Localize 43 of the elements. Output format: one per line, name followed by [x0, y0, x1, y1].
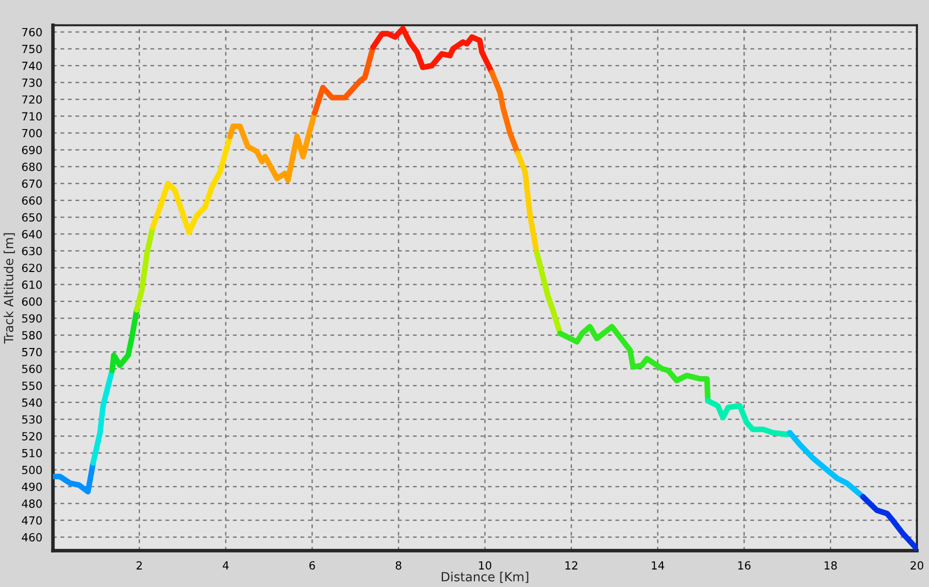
y-tick-label: 710: [22, 112, 42, 121]
y-tick-label: 700: [22, 128, 42, 138]
y-tick-label: 520: [22, 432, 42, 440]
y-tick-label: 650: [22, 213, 42, 222]
x-tick-label: 20: [910, 561, 924, 570]
y-tick-label: 740: [22, 62, 42, 70]
x-tick-label: 18: [824, 561, 837, 570]
y-tick-label: 500: [22, 466, 42, 474]
y-tick-label: 750: [22, 44, 42, 54]
y-tick-label: 510: [22, 448, 42, 458]
y-tick-label: 760: [22, 28, 42, 36]
y-tick-label: 720: [22, 95, 42, 104]
x-tick-label: 10: [479, 561, 492, 570]
y-tick-label: 580: [22, 331, 42, 340]
y-tick-label: 590: [22, 314, 42, 323]
x-tick-label: 4: [222, 561, 229, 570]
y-tick-label: 460: [22, 533, 42, 542]
y-tick-label: 600: [22, 297, 42, 306]
y-tick-label: 550: [22, 382, 42, 390]
y-tick-label: 640: [22, 230, 42, 238]
y-tick-label: 560: [22, 364, 42, 374]
x-tick-label: 12: [565, 561, 578, 570]
y-tick-label: 570: [22, 348, 42, 356]
y-tick-label: 610: [22, 280, 42, 289]
y-tick-label: 630: [22, 246, 42, 256]
x-tick-label: 2: [136, 561, 142, 570]
x-axis-title: Distance [Km]: [442, 572, 528, 583]
y-tick-label: 730: [22, 78, 42, 87]
y-tick-label: 530: [22, 415, 42, 424]
y-tick-label: 670: [22, 180, 42, 188]
x-tick-label: 6: [309, 561, 315, 570]
y-axis-title: Track Altitude [m]: [4, 233, 15, 344]
y-tick-label: 690: [22, 146, 42, 154]
y-tick-label: 620: [22, 264, 42, 272]
x-tick-label: 16: [738, 561, 750, 570]
y-tick-label: 680: [22, 162, 42, 172]
x-tick-label: 8: [396, 561, 402, 570]
y-tick-label: 490: [22, 482, 42, 491]
y-tick-label: 540: [22, 398, 42, 407]
y-tick-label: 660: [22, 196, 42, 205]
y-tick-label: 480: [22, 499, 42, 508]
y-tick-label: 470: [22, 516, 42, 525]
x-tick-label: 14: [652, 561, 664, 570]
